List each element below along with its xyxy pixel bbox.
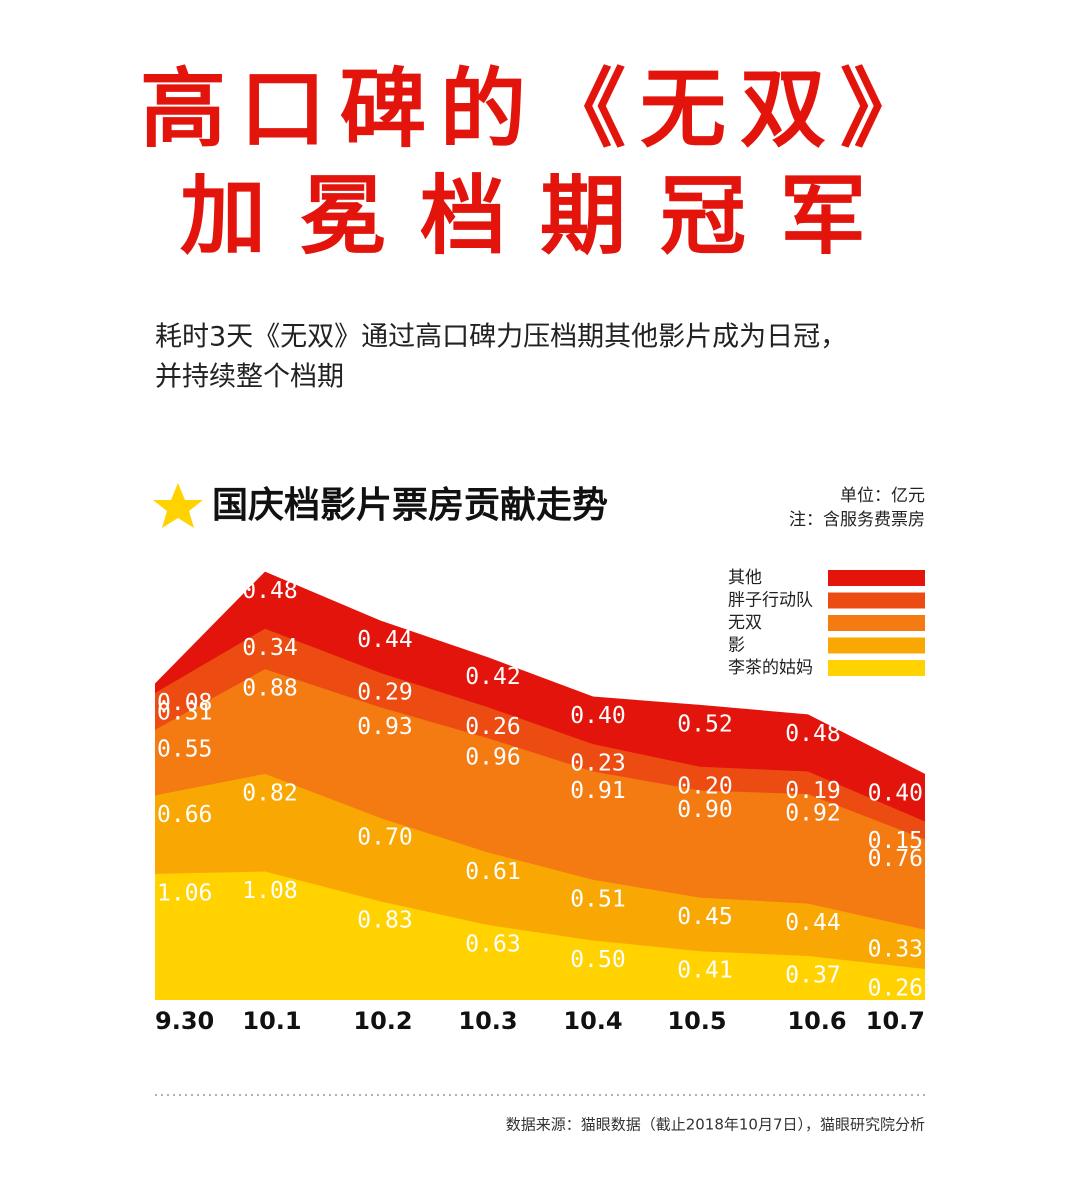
legend-label: 无双 xyxy=(728,613,762,633)
x-tick-label: 10.4 xyxy=(563,1007,622,1035)
headline: 高口碑的《无双》 xyxy=(140,59,940,159)
legend-swatch xyxy=(828,592,925,609)
value-label: 0.52 xyxy=(677,711,732,737)
value-label: 0.19 xyxy=(785,778,840,804)
value-label: 0.55 xyxy=(157,736,212,762)
x-tick-label: 10.5 xyxy=(667,1007,726,1035)
value-label: 0.26 xyxy=(465,714,520,740)
legend-label: 影 xyxy=(728,636,745,656)
value-label: 0.93 xyxy=(357,714,412,740)
value-label: 0.33 xyxy=(868,936,923,962)
value-label: 0.44 xyxy=(785,910,840,936)
value-label: 0.66 xyxy=(157,802,212,828)
legend-label: 胖子行动队 xyxy=(728,591,813,611)
legend-label: 李茶的姑妈 xyxy=(728,658,813,678)
value-label: 0.34 xyxy=(242,635,297,661)
value-label: 0.88 xyxy=(242,676,297,702)
star-icon xyxy=(153,483,203,528)
value-label: 0.90 xyxy=(677,797,732,823)
value-label: 0.15 xyxy=(868,828,923,854)
value-label: 0.70 xyxy=(357,824,412,850)
value-label: 1.06 xyxy=(157,880,212,906)
area xyxy=(155,871,925,1000)
legend-swatch xyxy=(828,570,925,586)
value-label: 1.08 xyxy=(242,878,297,904)
subtitle: 耗时3天《无双》通过高口碑力压档期其他影片成为日冠， xyxy=(155,322,847,353)
value-label: 0.40 xyxy=(868,780,923,806)
chart-title: 国庆档影片票房贡献走势 xyxy=(212,485,608,526)
value-label: 0.37 xyxy=(785,962,840,988)
value-label: 0.20 xyxy=(677,773,732,799)
value-label: 0.50 xyxy=(570,947,625,973)
legend-swatch xyxy=(828,637,925,654)
value-label: 0.91 xyxy=(570,778,625,804)
x-tick-label: 10.7 xyxy=(866,1007,925,1035)
value-label: 0.48 xyxy=(242,578,297,604)
subtitle: 并持续整个档期 xyxy=(155,362,344,393)
source: 数据来源：猫眼数据（截止2018年10月7日），猫眼研究院分析 xyxy=(506,1116,925,1134)
value-label: 0.63 xyxy=(465,932,520,958)
value-label: 0.23 xyxy=(570,751,625,777)
value-label: 0.48 xyxy=(785,721,840,747)
headline: 加冕档期冠军 xyxy=(180,166,900,266)
value-label: 0.41 xyxy=(677,958,732,984)
legend-label: 其他 xyxy=(728,568,762,588)
plot: 1.06 1.08 0.83 0.63 0.50 0.41 0.37 0.26 李茶的姑妈 0.6… xyxy=(155,568,925,1035)
note: 注：含服务费票房 xyxy=(789,510,925,530)
x-tick-label: 9.30 xyxy=(155,1007,214,1035)
value-label: 0.42 xyxy=(465,664,520,690)
value-label: 0.31 xyxy=(157,699,212,725)
legend-swatch xyxy=(828,615,925,631)
x-tick-label: 10.3 xyxy=(458,1007,517,1035)
value-label: 0.96 xyxy=(465,745,520,771)
value-label: 0.61 xyxy=(465,859,520,885)
value-label: 0.82 xyxy=(242,780,297,806)
note: 单位：亿元 xyxy=(840,486,925,506)
value-label: 0.76 xyxy=(868,846,923,872)
value-label: 0.40 xyxy=(570,703,625,729)
value-label: 0.08 xyxy=(157,690,212,716)
value-label: 0.92 xyxy=(785,801,840,827)
value-label: 0.45 xyxy=(677,904,732,930)
value-label: 0.51 xyxy=(570,886,625,912)
x-tick-label: 10.2 xyxy=(353,1007,412,1035)
x-tick-label: 10.6 xyxy=(787,1007,846,1035)
value-label: 0.44 xyxy=(357,627,412,653)
x-tick-label: 10.1 xyxy=(242,1007,301,1035)
value-label: 0.26 xyxy=(868,976,923,1002)
value-label: 0.29 xyxy=(357,679,412,705)
legend-swatch xyxy=(828,660,925,676)
value-label: 0.83 xyxy=(357,908,412,934)
